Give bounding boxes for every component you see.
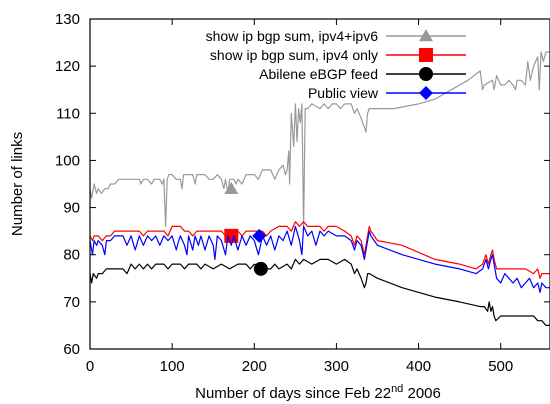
x-tick-label: 300	[324, 358, 349, 375]
ticks-layer: 0 100 200 300 400 500 60 70 80 90 100 110 120 130	[55, 11, 550, 375]
legend-entry-abilene-ebgp-feed: Abilene eBGP feed	[259, 66, 466, 82]
x-axis-title-tail: 2006	[403, 385, 441, 402]
y-tick-label: 70	[63, 294, 80, 311]
y-tick-label: 130	[55, 11, 80, 28]
legend-label: show ip bgp sum, ipv4 only	[210, 47, 378, 63]
legend-label: show ip bgp sum, ipv4+ipv6	[206, 28, 379, 44]
x-axis-title-main: Number of days since Feb 22	[195, 385, 391, 402]
series-marker-show-ip-bgp-sum-ipv4-only	[224, 228, 239, 243]
x-axis-title-superscript: nd	[391, 383, 403, 395]
y-axis-title: Number of links	[9, 132, 26, 236]
series-marker-public-view	[252, 228, 267, 243]
y-tick-label: 110	[56, 105, 80, 122]
plot-frame	[89, 18, 550, 350]
series-line-abilene-ebgp-feed	[89, 258, 550, 326]
y-tick-label: 120	[55, 58, 80, 75]
series-marker-abilene-ebgp-feed	[253, 261, 268, 276]
legend-entry-public-view: Public view	[308, 85, 466, 101]
series-layer	[89, 51, 550, 326]
x-axis-title: Number of days since Feb 22nd 2006	[195, 383, 441, 402]
y-tick-label: 80	[63, 247, 80, 264]
legend-marker	[419, 67, 433, 81]
legend: show ip bgp sum, ipv4+ipv6 show ip bgp su…	[206, 28, 466, 101]
y-tick-label: 60	[63, 341, 80, 358]
legend-marker	[419, 86, 433, 100]
legend-label: Abilene eBGP feed	[259, 66, 378, 82]
series-line-show-ip-bgp-sum-ipv4-ipv6	[89, 51, 550, 227]
series-marker-show-ip-bgp-sum-ipv4-ipv6	[224, 181, 239, 194]
x-tick-label: 200	[242, 358, 267, 375]
legend-label: Public view	[308, 85, 379, 101]
x-tick-label: 100	[160, 358, 185, 375]
series-line-show-ip-bgp-sum-ipv4-only	[89, 221, 550, 279]
legend-marker	[419, 48, 433, 62]
series-line-public-view	[89, 225, 550, 293]
legend-marker	[419, 29, 433, 42]
legend-entry-show-ip-bgp-sum-ipv4-ipv6: show ip bgp sum, ipv4+ipv6	[206, 28, 466, 44]
y-tick-label: 100	[55, 152, 80, 169]
x-tick-label: 500	[488, 358, 513, 375]
x-tick-label: 400	[406, 358, 431, 375]
legend-entry-show-ip-bgp-sum-ipv4-only: show ip bgp sum, ipv4 only	[210, 47, 466, 63]
x-tick-label: 0	[86, 358, 94, 375]
y-tick-label: 90	[63, 200, 80, 217]
